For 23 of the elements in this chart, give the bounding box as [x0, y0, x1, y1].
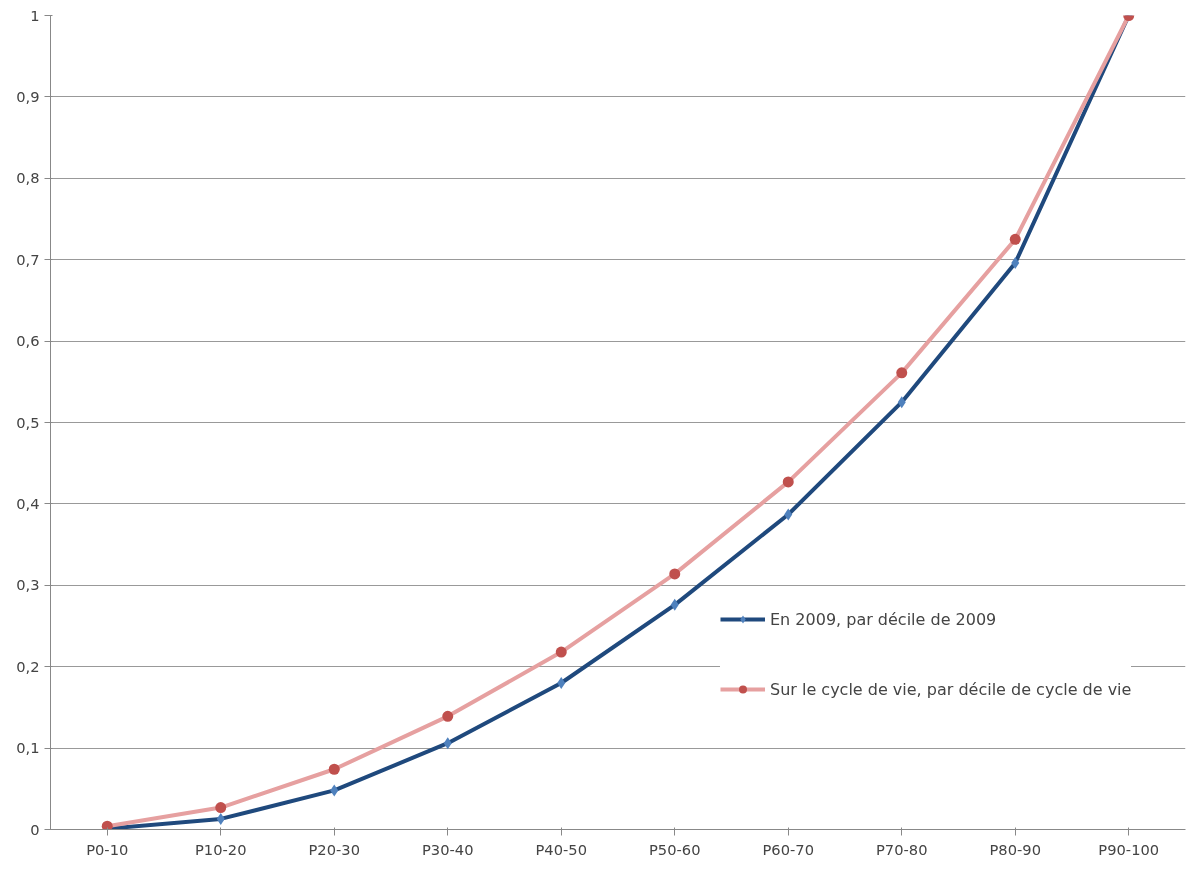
x-tick-label: P50-60	[649, 840, 701, 858]
legend-label: En 2009, par décile de 2009	[770, 609, 997, 629]
x-tick-label: P40-50	[535, 840, 587, 858]
x-tick-label: P0-10	[86, 840, 129, 858]
x-tick-label: P90-100	[1098, 840, 1160, 858]
y-tick-label: 0,1	[16, 739, 40, 757]
y-tick-label: 0,4	[16, 494, 40, 512]
x-tick-label: P20-30	[308, 840, 360, 858]
x-tick-label: P60-70	[762, 840, 814, 858]
y-tick-label: 0,2	[16, 657, 40, 675]
y-tick-label: 1	[30, 6, 40, 24]
y-tick-label: 0,7	[16, 250, 40, 268]
x-tick-label: P80-90	[989, 840, 1041, 858]
x-tick-label: P30-40	[422, 840, 474, 858]
y-tick-label: 0,9	[16, 87, 40, 105]
y-tick-label: 0,8	[16, 169, 40, 187]
x-tick-label: P70-80	[876, 840, 928, 858]
y-tick-label: 0	[30, 820, 40, 838]
y-tick-label: 0,5	[16, 413, 40, 431]
legend-label: Sur le cycle de vie, par décile de cycle de vie	[770, 679, 1132, 699]
x-tick-label: P10-20	[195, 840, 247, 858]
y-tick-label: 0,6	[16, 332, 40, 350]
y-tick-label: 0,3	[16, 576, 40, 594]
